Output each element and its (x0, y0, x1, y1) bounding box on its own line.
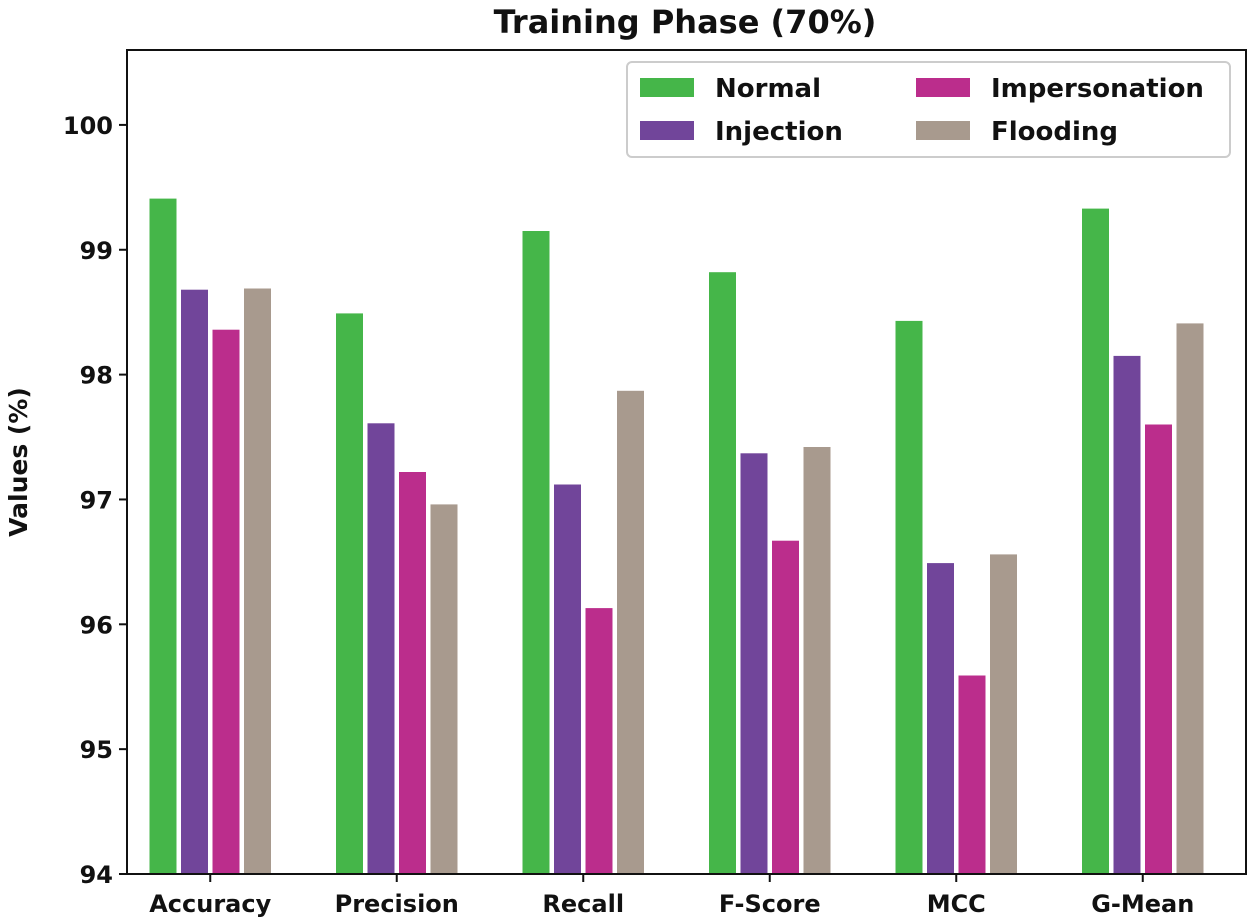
bar-flooding-f-score (803, 447, 831, 874)
legend-label-injection: Injection (715, 117, 843, 147)
x-tick-label: F-Score (719, 890, 821, 918)
bar-impersonation-recall (585, 608, 613, 874)
legend-label-normal: Normal (715, 74, 821, 104)
bar-flooding-g-mean (1176, 323, 1204, 874)
y-tick-label: 96 (80, 611, 113, 639)
y-tick-label: 97 (80, 486, 113, 514)
y-tick-label: 99 (80, 237, 113, 265)
x-axis: Accuracy Precision Recall F-Score MCC G-Mean (149, 874, 1194, 918)
bar-flooding-mcc (990, 554, 1017, 874)
plot-frame (126, 49, 1247, 875)
x-tick-label: Recall (542, 890, 624, 918)
legend-swatch-flooding (916, 121, 970, 140)
y-tick-label: 98 (80, 362, 113, 390)
bar-injection-precision (367, 423, 395, 874)
bar-flooding-accuracy (244, 288, 271, 874)
legend-swatch-normal (640, 78, 694, 97)
x-tick-label: Accuracy (149, 890, 271, 918)
bar-flooding-recall (617, 390, 644, 874)
legend-label-flooding: Flooding (991, 117, 1118, 147)
bar-injection-f-score (740, 453, 768, 874)
x-tick-label: Precision (335, 890, 459, 918)
bar-impersonation-accuracy (212, 329, 240, 874)
bar-normal-f-score (709, 272, 736, 874)
bar-injection-accuracy (181, 289, 208, 874)
bar-injection-g-mean (1113, 355, 1141, 874)
bar-flooding-precision (430, 504, 458, 874)
legend-frame (626, 61, 1231, 158)
y-tick-label: 94 (80, 861, 113, 889)
legend-swatch-impersonation (916, 78, 970, 97)
bar-injection-recall (554, 484, 581, 874)
bar-injection-mcc (927, 563, 954, 874)
y-axis-label: Values (%) (4, 387, 33, 537)
chart-title: Training Phase (70%) (494, 3, 877, 41)
y-tick-label: 95 (80, 736, 113, 764)
bar-impersonation-mcc (958, 675, 986, 874)
bar-normal-recall (522, 231, 550, 874)
y-tick-label: 100 (63, 112, 113, 140)
bar-impersonation-g-mean (1145, 424, 1172, 874)
legend: Normal Injection Impersonation Flooding (626, 61, 1231, 158)
bar-normal-mcc (895, 320, 923, 874)
bar-impersonation-f-score (772, 540, 799, 874)
bar-normal-accuracy (149, 198, 177, 875)
x-tick-label: G-Mean (1091, 890, 1194, 918)
bar-normal-precision (336, 313, 363, 874)
x-tick-label: MCC (927, 890, 986, 918)
bars-group (149, 198, 1204, 875)
y-axis: 94 95 96 97 98 99 100 (63, 112, 127, 889)
bar-impersonation-precision (399, 472, 426, 874)
bar-normal-g-mean (1082, 208, 1109, 875)
legend-swatch-injection (640, 121, 694, 140)
legend-label-impersonation: Impersonation (991, 74, 1204, 104)
